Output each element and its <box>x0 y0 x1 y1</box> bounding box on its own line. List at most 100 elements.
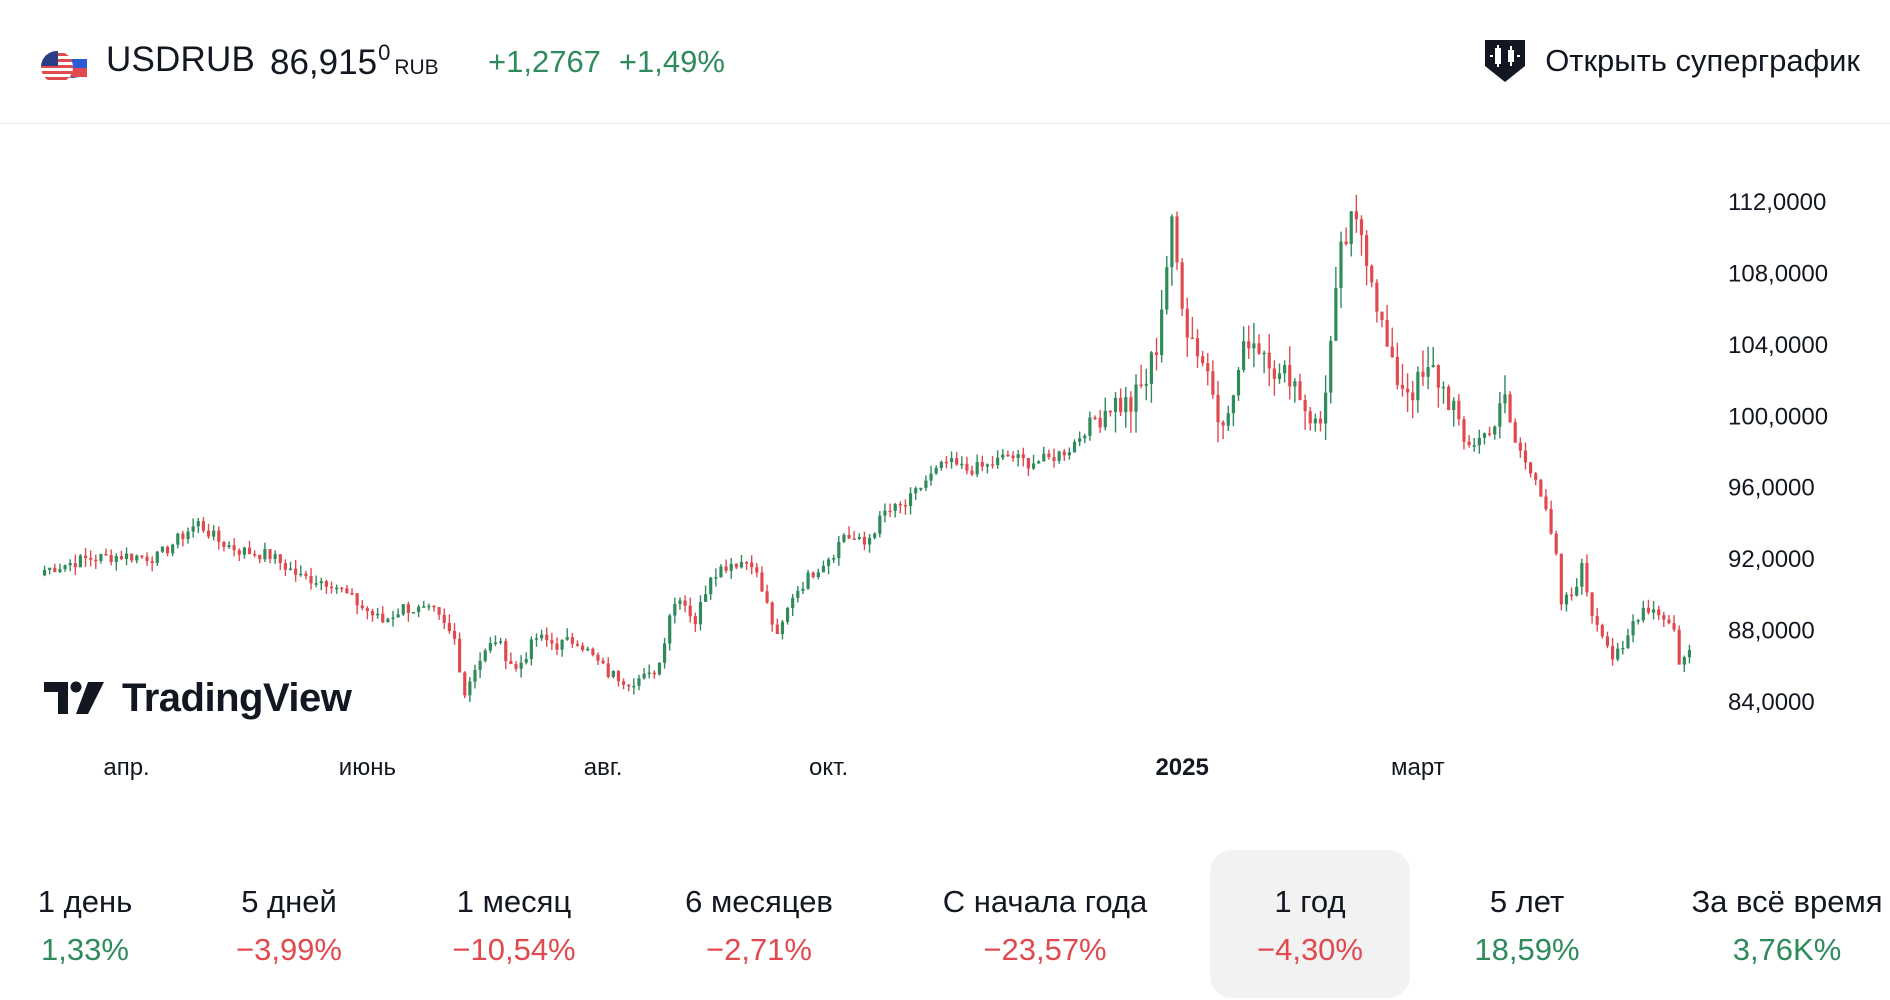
candle <box>1416 366 1420 413</box>
candle-body <box>1503 394 1507 404</box>
candle <box>242 546 246 559</box>
candle-body <box>1221 422 1225 426</box>
candle <box>1154 337 1159 371</box>
candle-body <box>1426 366 1430 377</box>
candle-body <box>1421 371 1425 377</box>
candle <box>965 456 969 475</box>
candle <box>519 655 523 678</box>
candle-body <box>1308 411 1312 424</box>
candle-body <box>529 639 533 660</box>
candle <box>427 603 431 611</box>
period-tab-0[interactable]: 1 день 1,33% <box>0 850 170 998</box>
candle-body <box>867 537 872 545</box>
candle <box>1329 335 1333 404</box>
candle <box>1472 437 1476 452</box>
candle-body <box>437 607 441 615</box>
x-tick-label: апр. <box>103 754 149 781</box>
candle <box>150 556 154 572</box>
candle-body <box>432 605 436 608</box>
candle <box>996 450 1000 469</box>
candle-body <box>1631 621 1635 636</box>
candle-body <box>1431 365 1435 367</box>
candle-body <box>1262 352 1266 355</box>
candle <box>1610 638 1615 666</box>
candle-body <box>914 488 918 494</box>
candle-body <box>990 464 995 466</box>
candle <box>1257 334 1261 355</box>
tradingview-logo-text: TradingView <box>122 675 352 720</box>
candle-body <box>268 549 272 559</box>
candle-body <box>857 536 861 539</box>
period-tab-6[interactable]: 5 лет 18,59% <box>1427 850 1627 998</box>
candle-body <box>217 530 221 542</box>
candle <box>340 586 344 593</box>
candle <box>1078 431 1082 447</box>
period-change: −3,99% <box>235 932 342 967</box>
candle <box>908 487 913 515</box>
candle <box>401 604 405 616</box>
candle-body <box>155 551 159 563</box>
candle <box>155 550 159 567</box>
candle <box>1303 394 1307 430</box>
candle <box>668 613 672 651</box>
candle <box>411 611 416 614</box>
candle-body <box>329 586 334 589</box>
open-superchart-button[interactable]: Открыть суперграфик <box>1479 36 1860 86</box>
candle-body <box>1559 553 1563 605</box>
candle-body <box>601 660 605 664</box>
period-tab-2[interactable]: 1 месяц −10,54% <box>414 850 614 998</box>
candle <box>437 606 441 620</box>
candle <box>1616 642 1620 662</box>
candle-body <box>1544 496 1548 510</box>
candle <box>1344 227 1348 246</box>
period-tab-4[interactable]: С начала года −23,57% <box>900 850 1190 998</box>
candle-body <box>873 533 877 538</box>
candle-body <box>1226 413 1230 426</box>
candle-body <box>1498 403 1502 427</box>
candle <box>1626 628 1630 649</box>
candle <box>1621 641 1625 655</box>
candle <box>1513 418 1517 443</box>
period-label: 6 месяцев <box>685 884 833 919</box>
candle <box>698 595 703 631</box>
candle-body <box>504 641 508 662</box>
period-tab-3[interactable]: 6 месяцев −2,71% <box>644 850 874 998</box>
candle <box>68 559 72 572</box>
candle-body <box>1021 454 1025 459</box>
candle-body <box>1651 609 1656 613</box>
candle-body <box>350 592 354 595</box>
candle-body <box>319 581 323 584</box>
candle <box>104 548 108 556</box>
candle-body <box>165 546 170 554</box>
candlestick-chart[interactable]: 112,0000 108,0000 104,0000 100,0000 96,0000 9… <box>0 125 1890 805</box>
period-tab-5[interactable]: 1 год −4,30% <box>1210 850 1410 998</box>
candle-body <box>1144 383 1148 386</box>
candle-body <box>94 559 98 562</box>
candle <box>273 550 277 564</box>
candle <box>1093 415 1097 421</box>
period-tab-1[interactable]: 5 дней −3,99% <box>189 850 389 998</box>
candle-body <box>750 562 754 568</box>
candle <box>867 533 872 553</box>
candle <box>560 639 564 657</box>
candle-body <box>1236 369 1241 396</box>
candle-body <box>1436 365 1440 388</box>
candle <box>1498 391 1502 439</box>
period-tab-7[interactable]: За всё время 3,76K% <box>1667 850 1890 998</box>
open-superchart-label: Открыть суперграфик <box>1545 43 1860 78</box>
candle <box>683 595 687 613</box>
tradingview-logo-icon <box>44 681 104 714</box>
candle <box>622 678 626 690</box>
candle-body <box>145 556 149 562</box>
candle-body <box>222 541 226 547</box>
candle-body <box>1493 426 1497 435</box>
candle <box>114 553 118 571</box>
candle <box>1067 447 1071 460</box>
candle-body <box>340 587 344 590</box>
candle-body <box>1687 649 1692 658</box>
candle <box>555 637 559 655</box>
period-change: −10,54% <box>452 932 576 967</box>
candle <box>811 571 815 579</box>
candle <box>1113 392 1118 433</box>
candle-body <box>862 536 867 545</box>
